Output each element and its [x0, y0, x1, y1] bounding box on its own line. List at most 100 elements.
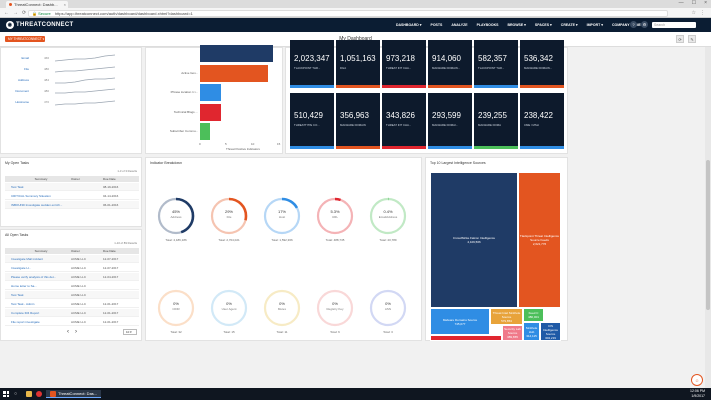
owner-select-button[interactable]: MY THREATCONNECT ▾ [5, 36, 45, 42]
col-summary[interactable]: Summary [34, 177, 48, 181]
settings-gear-icon[interactable]: ⚙ [641, 21, 648, 28]
indicator-tile[interactable]: 914,060 MALWARE DOMAIN... [428, 40, 472, 88]
indicator-tile[interactable]: 536,342 MALWARE DOMAIN... [520, 40, 564, 88]
bar-0[interactable] [200, 45, 273, 62]
col-owner[interactable]: Owner [71, 249, 80, 253]
task-row[interactable]: File report investigate ACME LLC 12-01-201… [5, 318, 139, 326]
nav-analyze[interactable]: ANALYZE [451, 23, 468, 27]
treemap-cell[interactable]: Threat Intel Sinkhole Source 579,853 [490, 308, 523, 325]
indicator-tile[interactable]: 1,051,163 DGA [336, 40, 380, 88]
indicator-ring[interactable]: 0% User Agent Total: 15 [209, 288, 249, 334]
indicator-tile[interactable]: 582,357 TLACKPOINT THR... [474, 40, 518, 88]
prev-page-icon[interactable]: ‹ [67, 329, 69, 335]
col-due[interactable]: Due Date [103, 249, 116, 253]
indicator-ring[interactable]: 29% File Total: 2,704,021 [209, 196, 249, 242]
close-window-button[interactable]: × [704, 0, 707, 6]
scrollbar-thumb[interactable] [706, 160, 710, 310]
task-summary-link[interactable]: CRITICAL Summary Situation [11, 194, 51, 198]
help-icon[interactable]: ? [630, 21, 637, 28]
col-summary[interactable]: Summary [34, 249, 48, 253]
nav-spaces[interactable]: SPACES ▾ [534, 23, 552, 27]
indicator-tile[interactable]: 238,422 CME / MSH [520, 93, 564, 149]
sparkline-row[interactable]: Hostname 470 [11, 98, 115, 106]
browser-menu-icon[interactable]: ⋮ [700, 10, 705, 16]
edit-icon[interactable]: ✎ [688, 35, 696, 43]
task-summary-link[interactable]: File report investigate [11, 320, 40, 324]
indicator-tile[interactable]: 239,255 MALWARE DOMA [474, 93, 518, 149]
windows-start-icon[interactable] [3, 391, 9, 397]
sparkline-label[interactable]: Email [21, 56, 29, 60]
sparkline-row[interactable]: Email 466 [11, 54, 115, 62]
task-row[interactable]: INBOUND Investigate sudden enrich... 06-0… [5, 201, 139, 209]
treemap-cell[interactable]: Sinkhole Hub 314,115 [523, 322, 540, 341]
task-summary-link[interactable]: Home letter to Sa... [11, 284, 37, 288]
nav-create[interactable]: CREATE ▾ [560, 23, 578, 27]
taskbar-search-icon[interactable]: ○ [14, 391, 18, 397]
sparkline-label[interactable]: Address [17, 78, 29, 82]
indicator-ring[interactable]: 17% Host Total: 1,592,366 [262, 196, 302, 242]
sparkline-label[interactable]: File [24, 67, 29, 71]
treemap-cell[interactable]: CIS Intelligence Source 304,219 [540, 322, 561, 341]
task-row[interactable]: Test Task ACME LLC [5, 291, 139, 299]
sparkline-row[interactable]: File 480 [11, 65, 115, 73]
indicator-tile[interactable]: 2,023,347 TLACKPOINT THR... [290, 40, 334, 88]
task-summary-link[interactable]: Test Task - Admin [11, 302, 35, 306]
refresh-icon[interactable]: ⟳ [676, 35, 684, 43]
nav-playbooks[interactable]: PLAYBOOKS [476, 23, 499, 27]
tab-close-icon[interactable]: × [63, 2, 66, 7]
indicator-ring[interactable]: 45% Address Total: 4,186,186 [156, 196, 196, 242]
sparkline-row[interactable]: Document 480 [11, 87, 115, 95]
treemap-cell[interactable]: Tlackpoint Threat Intelligence Source Fe… [518, 172, 561, 308]
task-summary-link[interactable]: Investigate Mail incident [11, 257, 44, 261]
threatconnect-logo[interactable]: ◉ THREATCONNECT [6, 21, 73, 29]
task-row[interactable]: Complete IR4 Report ACME LLC 12-01-2017 [5, 309, 139, 317]
bar-4[interactable] [200, 123, 211, 140]
indicator-tile[interactable]: 293,599 MALWARE DOMAI... [428, 93, 472, 149]
treemap-cell[interactable]: CrowdStrike Falcon Intelligence 4,109,566 [430, 172, 518, 308]
global-search-input[interactable]: Search [652, 22, 696, 28]
sparkline-label[interactable]: Hostname [15, 100, 29, 104]
next-page-icon[interactable]: › [75, 329, 77, 335]
task-summary-link[interactable]: Complete IR4 Report [11, 311, 40, 315]
task-row[interactable]: Investigate Mail incident ACME LLC 12-07-2… [5, 255, 139, 263]
nav-posts[interactable]: POSTS [430, 23, 443, 27]
indicator-ring[interactable]: 0% ASN Total: 3 [368, 288, 408, 334]
feedback-button[interactable]: ☺ [691, 374, 703, 386]
sparkline-row[interactable]: Address 484 [11, 76, 115, 84]
task-summary-link[interactable]: Please verify analysis of this det... [11, 275, 57, 279]
bookmark-star-icon[interactable]: ☆ [691, 10, 696, 16]
task-summary-link[interactable]: Investigate H... [11, 266, 32, 270]
treemap-cell[interactable]: Malware Domains Source 745,077 [430, 308, 490, 335]
indicator-ring[interactable]: 0.4% EmailAddress Total: 40,789 [368, 196, 408, 242]
taskbar-app-active[interactable]: ThreatConnect: Das... [46, 390, 102, 398]
taskbar-app-explorer[interactable] [26, 390, 32, 398]
nav-company[interactable]: COMPANY NAME ▾ [612, 23, 644, 27]
nav-dashboard[interactable]: DASHBOARD ▾ [396, 23, 422, 27]
sparkline-label[interactable]: Document [15, 89, 29, 93]
reload-icon[interactable]: ⟳ [22, 10, 27, 16]
treemap-cell[interactable]: Security Lab Source 389,655 [502, 325, 523, 341]
treemap-cell[interactable] [430, 335, 502, 341]
task-row[interactable]: Please verify analysis of this det... ACM… [5, 273, 139, 281]
nav-import[interactable]: IMPORT ▾ [586, 23, 603, 27]
task-summary-link[interactable]: Test Task [11, 293, 24, 297]
indicator-tile[interactable]: 973,218 THREAT INT CHA... [382, 40, 426, 88]
task-row[interactable]: CRITICAL Summary Situation 04-14-2016 [5, 192, 139, 200]
indicator-ring[interactable]: 5.3% URL Total: 488,735 [315, 196, 355, 242]
task-row[interactable]: Investigate H... ACME LLC 12-07-2017 [5, 264, 139, 272]
task-row[interactable]: Home letter to Sa... ACME LLC [5, 282, 139, 290]
back-icon[interactable]: ← [4, 10, 9, 16]
indicator-ring[interactable]: 0% Registry Key Total: 6 [315, 288, 355, 334]
indicator-ring[interactable]: 0% Mutex Total: 11 [262, 288, 302, 334]
bar-2[interactable] [200, 84, 221, 101]
forward-icon[interactable]: → [13, 10, 18, 16]
indicator-tile[interactable]: 356,963 MALWARE DOMAIN [336, 93, 380, 149]
system-tray-clock[interactable]: 12:06 PM 1/9/2017 [690, 389, 705, 399]
task-row[interactable]: Test Task 08-19-2016 [5, 183, 139, 191]
indicator-ring[interactable]: 0% CIDR Total: 32 [156, 288, 196, 334]
indicator-tile[interactable]: 343,826 THREAT INT CHA... [382, 93, 426, 149]
col-due[interactable]: Due Date [103, 177, 116, 181]
browser-tab[interactable]: ThreatConnect: Dashb... × [6, 1, 68, 8]
col-owner[interactable]: Owner [71, 177, 80, 181]
page-size-select[interactable]: 10 ▾ [123, 329, 137, 335]
